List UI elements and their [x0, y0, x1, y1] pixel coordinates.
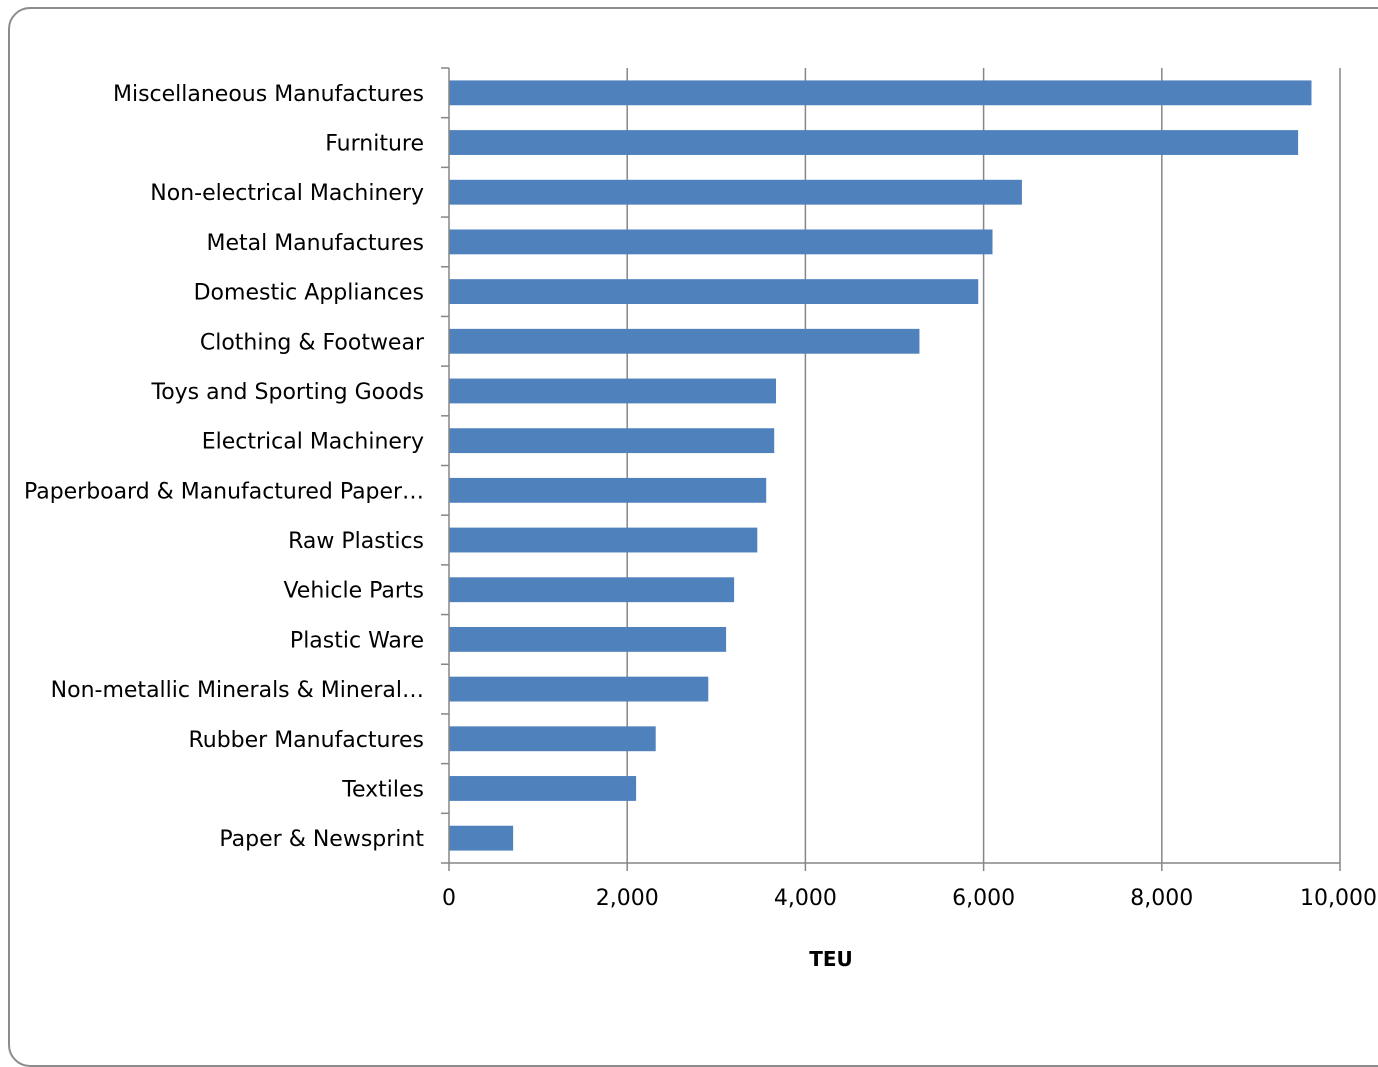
category-label: Plastic Ware [290, 628, 424, 653]
x-tick-label: 10,000 [1300, 886, 1377, 911]
category-label: Clothing & Footwear [200, 330, 425, 355]
x-tick-label: 6,000 [952, 886, 1015, 911]
bar-chart: Miscellaneous Manufactures Furniture Non-e… [24, 67, 1377, 971]
category-label: Furniture [325, 132, 424, 157]
category-label: Raw Plastics [288, 529, 424, 554]
bar [449, 229, 993, 255]
category-label: Textiles [341, 777, 424, 802]
bar [449, 676, 709, 702]
category-label: Paper & Newsprint [219, 827, 424, 852]
tick-labels: 0 2,000 4,000 6,000 8,000 10,000 [442, 886, 1377, 911]
category-label: Non-metallic Minerals & Mineral… [51, 678, 424, 703]
category-label: Domestic Appliances [194, 281, 424, 306]
bar [449, 527, 758, 553]
category-labels: Miscellaneous Manufactures Furniture Non-e… [24, 82, 425, 852]
category-label: Electrical Machinery [202, 430, 424, 455]
bar [449, 279, 979, 305]
bar [449, 626, 727, 652]
bar [449, 726, 656, 752]
category-label: Paperboard & Manufactured Paper… [24, 479, 424, 504]
category-label: Rubber Manufactures [188, 728, 424, 753]
category-label: Miscellaneous Manufactures [113, 82, 424, 107]
bar [449, 428, 775, 454]
bar [449, 378, 776, 404]
axes [441, 67, 1341, 871]
category-label: Non-electrical Machinery [150, 181, 424, 206]
category-label: Toys and Sporting Goods [151, 380, 425, 405]
x-tick-label: 0 [442, 886, 456, 911]
bar [449, 179, 1022, 205]
bar [449, 80, 1312, 106]
bar [449, 825, 514, 851]
bar [449, 130, 1299, 155]
category-label: Metal Manufactures [206, 231, 424, 256]
bars [449, 80, 1312, 851]
bar [449, 577, 735, 603]
category-label: Vehicle Parts [283, 579, 424, 604]
x-tick-label: 4,000 [774, 886, 837, 911]
x-tick-label: 8,000 [1130, 886, 1193, 911]
bar [449, 328, 920, 354]
bar [449, 776, 637, 801]
x-axis-title: TEU [809, 947, 853, 971]
bar [449, 477, 767, 503]
x-tick-label: 2,000 [596, 886, 659, 911]
